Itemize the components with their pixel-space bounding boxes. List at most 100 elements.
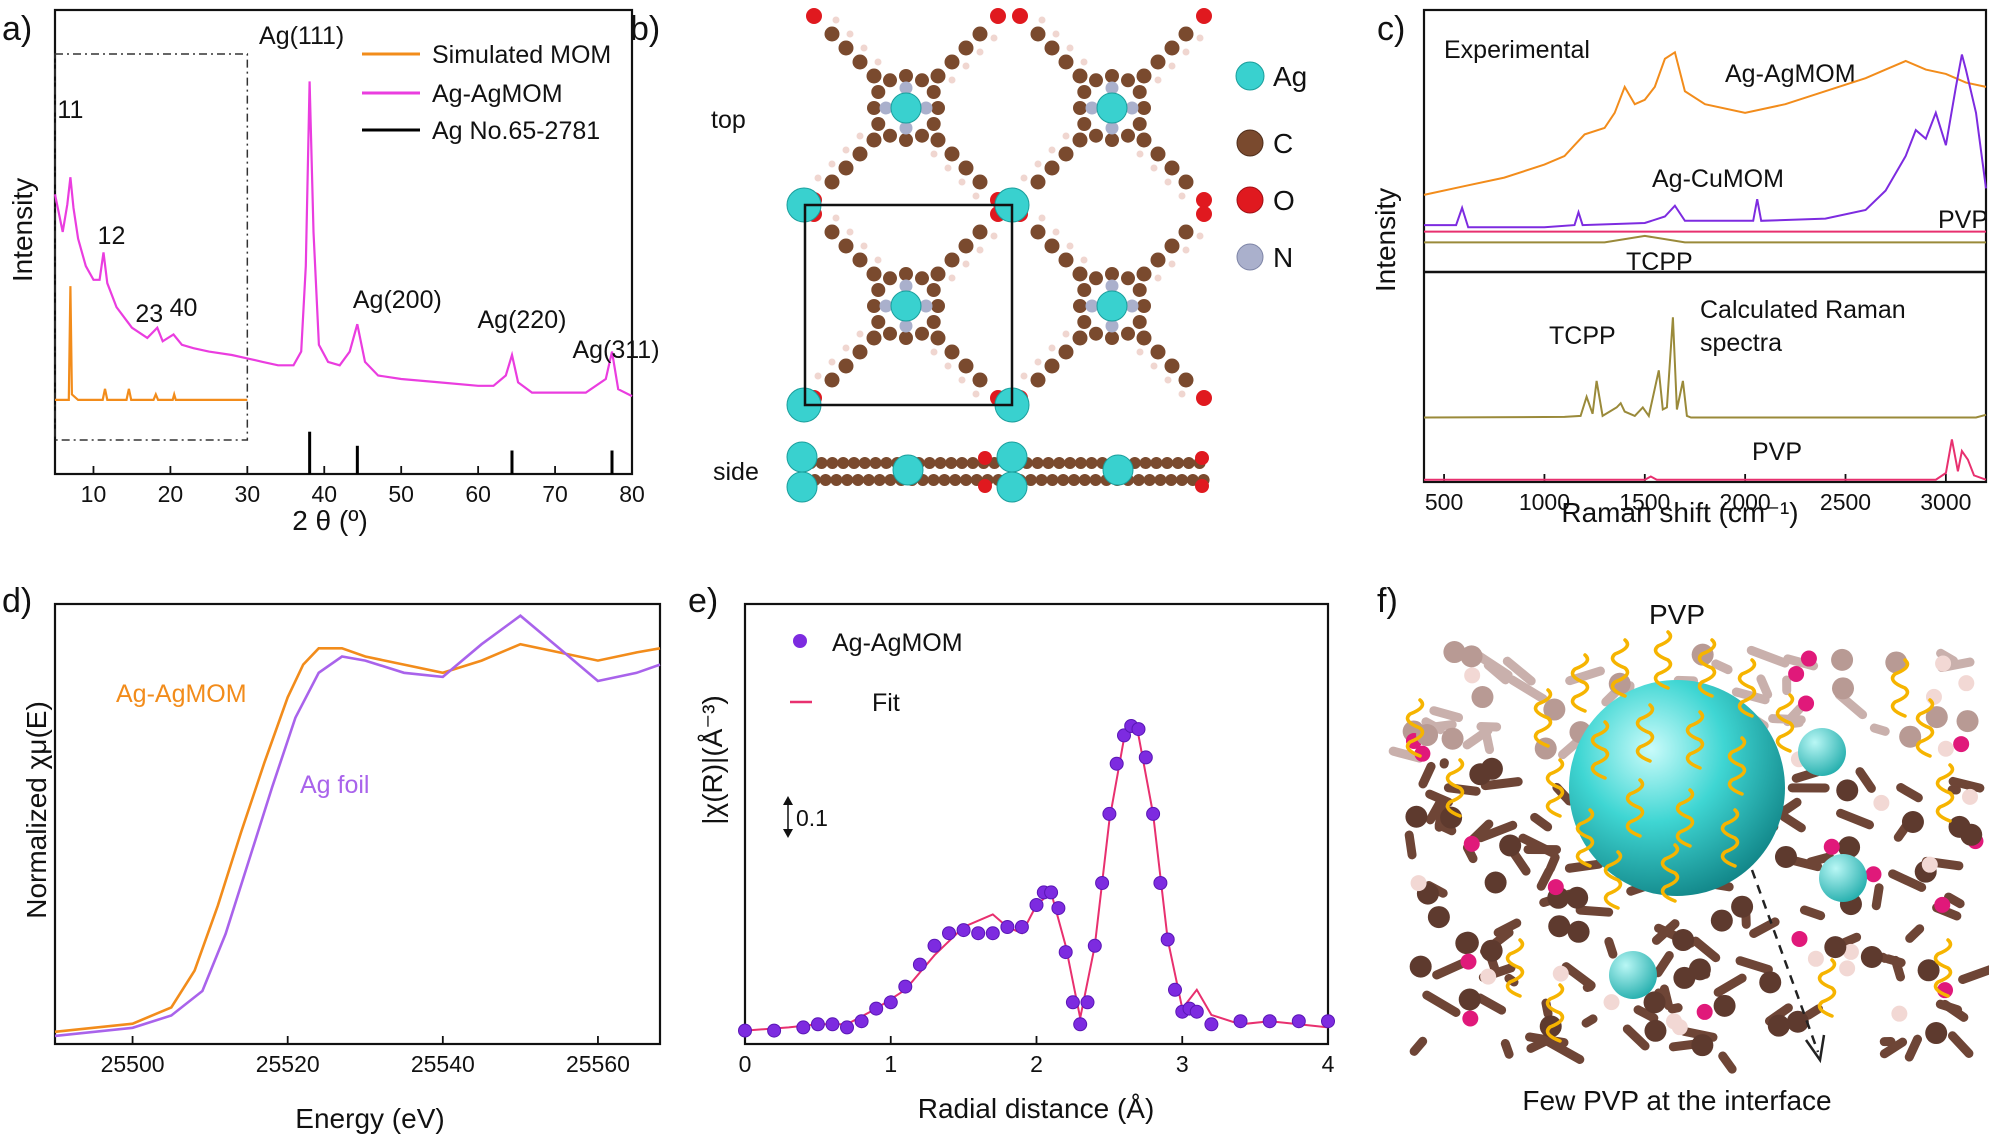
- peak-label-ag-111: Ag(111): [259, 22, 344, 50]
- carbon-atom: [1150, 146, 1166, 162]
- panel-c-xtick-label-2000: 2000: [1720, 489, 1771, 515]
- carbon-atom: [838, 358, 854, 374]
- side-carbon-atom: [837, 457, 850, 469]
- carbon-atom: [1178, 26, 1194, 42]
- carbon-atom: [1136, 330, 1152, 346]
- side-carbon-atom: [873, 474, 886, 486]
- ring-carbon-atom: [1132, 283, 1147, 297]
- point-ag-agmom-9: [898, 979, 913, 994]
- legend-o: O: [1273, 185, 1295, 216]
- point-ag-agmom-6: [854, 1014, 869, 1029]
- lattice-bond: [1604, 936, 1618, 959]
- point-ag-agmom-29: [1109, 756, 1124, 771]
- panel-d-label: d): [2, 582, 32, 620]
- legend-n: N: [1273, 242, 1293, 273]
- lattice-atom: [1921, 856, 1938, 873]
- pvp-chain-13: [1625, 778, 1645, 838]
- side-carbon-atom: [1053, 457, 1066, 469]
- nitrogen-atom: [1125, 299, 1139, 313]
- point-ag-agmom-45: [1321, 1014, 1335, 1029]
- carbon-atom: [972, 372, 988, 388]
- hydrogen-atom: [828, 160, 836, 168]
- panel-b: b) top side Ag C O N: [630, 8, 1307, 503]
- carbon-atom: [944, 54, 960, 70]
- ring-carbon-atom: [931, 299, 945, 313]
- lattice-bond: [1779, 812, 1806, 833]
- hydrogen-atom: [930, 150, 938, 158]
- lattice-atom: [1691, 1034, 1714, 1057]
- side-carbon-atom: [1031, 457, 1044, 469]
- label-ag-agmom-d: Ag-AgMOM: [116, 680, 247, 708]
- panel-b-legend: Ag C O N: [1235, 61, 1307, 273]
- side-carbon-atom: [862, 474, 875, 486]
- label-ag-agmom: Ag-AgMOM: [1725, 60, 1856, 88]
- ag-nanoparticle: [1569, 680, 1785, 896]
- side-carbon-atom: [1172, 457, 1184, 469]
- hydrogen-atom: [1182, 246, 1190, 254]
- legend-o-atom: [1236, 186, 1264, 214]
- panel-e-label: e): [688, 582, 718, 620]
- panel-d-xtick-label-25500: 25500: [101, 1051, 165, 1077]
- oxygen-atom: [990, 8, 1006, 24]
- view-label-side: side: [713, 458, 759, 486]
- side-silver-atom-5: [1102, 454, 1134, 486]
- lattice-atom: [1786, 1010, 1809, 1033]
- panel-a-xtick-label-70: 70: [542, 481, 568, 507]
- nitrogen-atom: [1125, 101, 1139, 115]
- lattice-atom: [1935, 655, 1952, 672]
- panel-a-inset-box: [54, 53, 249, 441]
- lattice-atom: [1463, 835, 1480, 852]
- lattice-bond: [1536, 866, 1554, 891]
- panel-e: e) |χ(R)|(Å⁻³) Radial distance (Å) Ag-Ag…: [688, 582, 1335, 1124]
- panel-c-xtick-label-3000: 3000: [1920, 489, 1971, 515]
- ring-carbon-atom: [1121, 271, 1135, 286]
- lattice-atom: [1873, 794, 1890, 811]
- ring-carbon-atom: [1077, 283, 1092, 297]
- silver-atom: [890, 290, 922, 322]
- panel-a-xtick-label-40: 40: [311, 481, 337, 507]
- hydrogen-atom: [1062, 330, 1070, 338]
- ring-carbon-atom: [871, 85, 886, 99]
- point-ag-agmom-36: [1160, 932, 1175, 947]
- ring-carbon-atom: [926, 315, 941, 329]
- lattice-bond: [1561, 962, 1596, 990]
- ring-carbon-atom: [915, 73, 929, 88]
- lattice-atom: [1410, 875, 1427, 892]
- lattice-atom: [1953, 736, 1970, 753]
- porphyrin-unit-1: [1012, 8, 1212, 208]
- pvp-chain-19: [1445, 758, 1465, 818]
- side-carbon-atom: [966, 457, 979, 469]
- ring-carbon-atom: [899, 69, 913, 83]
- lattice-bond: [1958, 965, 1989, 984]
- ring-carbon-atom: [883, 73, 897, 88]
- panel-a-xtick-label-50: 50: [388, 481, 414, 507]
- pvp-chain-8: [1590, 720, 1610, 780]
- side-carbon-atom: [884, 474, 897, 486]
- ring-carbon-atom: [1121, 128, 1135, 143]
- lattice-atom: [1414, 745, 1431, 762]
- point-ag-agmom-26: [1087, 938, 1102, 953]
- lattice-bond: [1883, 954, 1906, 968]
- lattice-bond: [1582, 982, 1595, 992]
- porphyrin-unit-0: [806, 8, 1006, 208]
- nitrogen-atom: [879, 299, 893, 313]
- calculated-label: Calculated Raman spectra: [1700, 296, 1906, 357]
- carbon-atom: [958, 358, 974, 374]
- lattice-bond: [1502, 656, 1536, 686]
- carbon-atom: [1178, 372, 1194, 388]
- side-carbon-atom: [1132, 474, 1145, 486]
- nitrogen-atom: [1085, 101, 1099, 115]
- hydrogen-atom: [842, 146, 850, 154]
- lattice-atom: [1710, 909, 1733, 932]
- carbon-atom: [838, 40, 854, 56]
- carbon-atom: [1058, 146, 1074, 162]
- lattice-atom: [1480, 968, 1497, 985]
- ring-carbon-atom: [1137, 101, 1151, 115]
- hydrogen-atom: [972, 192, 980, 200]
- interface-label: Few PVP at the interface: [1522, 1085, 1831, 1116]
- silver-atom: [1096, 92, 1128, 124]
- lattice-atom: [1543, 698, 1566, 721]
- side-carbon-atom: [938, 474, 951, 486]
- hydrogen-atom: [856, 132, 864, 140]
- point-ag-agmom-0: [738, 1023, 752, 1038]
